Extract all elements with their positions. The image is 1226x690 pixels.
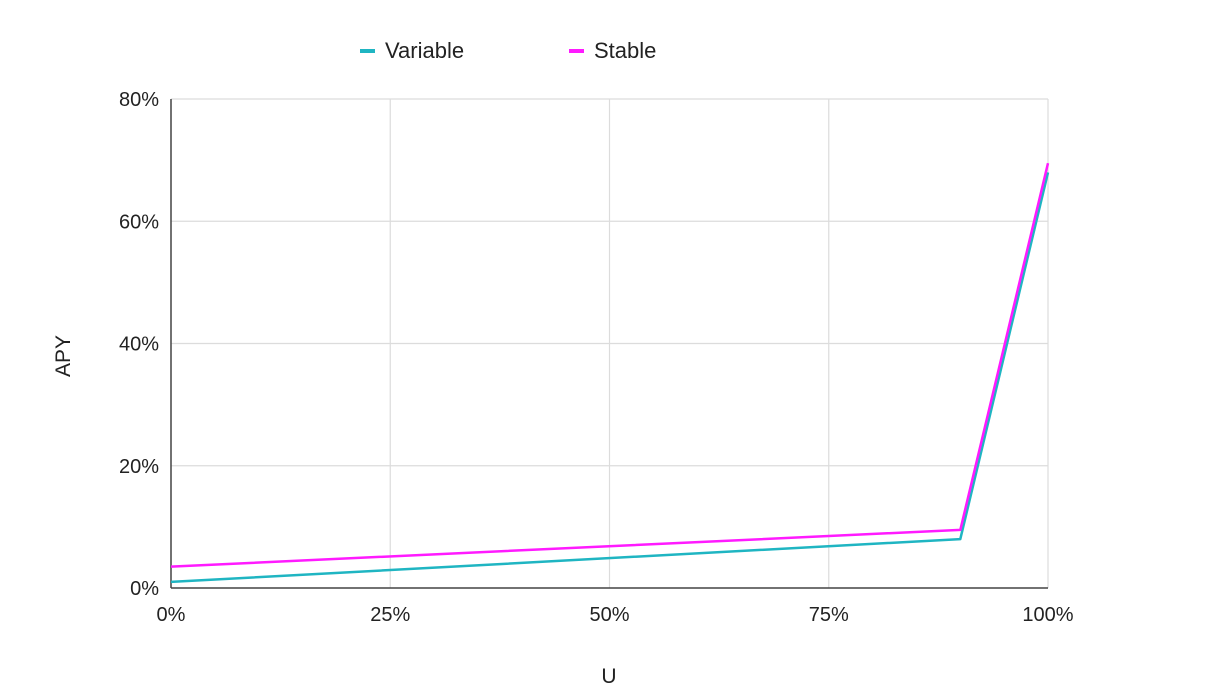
legend-item-stable: Stable: [569, 38, 656, 63]
x-tick-label: 75%: [809, 604, 849, 626]
y-tick-label: 0%: [130, 578, 159, 600]
grid: [171, 98, 1049, 588]
legend: Variable Stable: [360, 38, 656, 63]
x-tick-label: 25%: [370, 604, 410, 626]
series: [170, 162, 1050, 584]
x-axis-title: U: [601, 665, 616, 688]
legend-item-variable: Variable: [360, 38, 464, 63]
legend-label: Variable: [385, 38, 464, 63]
x-tick-label: 50%: [589, 604, 629, 626]
legend-label: Stable: [594, 38, 656, 63]
y-tick-labels: 0% 20% 40% 60% 80%: [119, 89, 159, 600]
y-tick-label: 20%: [119, 456, 159, 478]
y-axis-title: APY: [52, 335, 75, 377]
x-tick-label: 0%: [157, 604, 186, 626]
y-tick-label: 40%: [119, 334, 159, 356]
x-tick-labels: 0% 25% 50% 75% 100%: [157, 604, 1074, 626]
y-tick-label: 60%: [119, 211, 159, 233]
x-tick-label: 100%: [1022, 604, 1073, 626]
axes: [170, 99, 1048, 589]
series-line-variable: [170, 172, 1050, 584]
series-line-stable: [170, 162, 1050, 568]
y-tick-label: 80%: [119, 89, 159, 111]
